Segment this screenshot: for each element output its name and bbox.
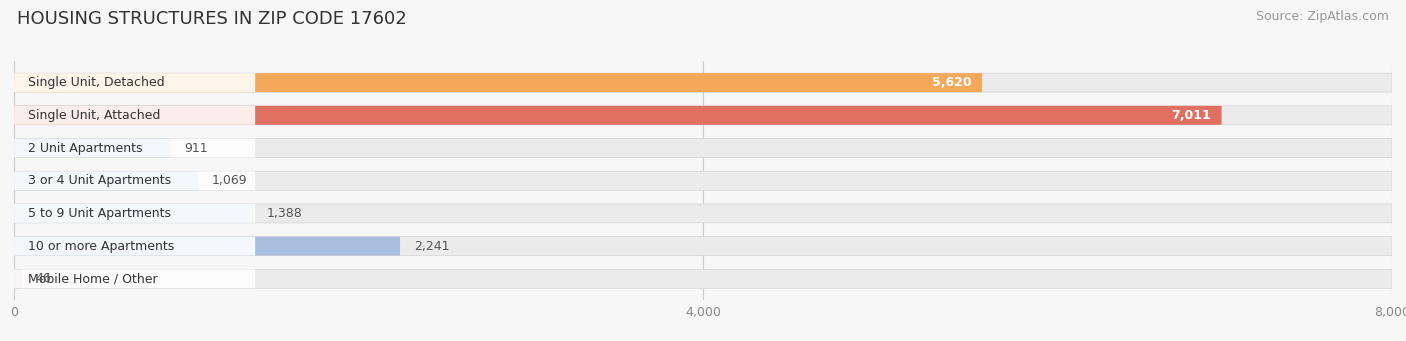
FancyBboxPatch shape [14, 138, 256, 158]
Text: 5,620: 5,620 [932, 76, 972, 89]
FancyBboxPatch shape [14, 106, 1222, 125]
FancyBboxPatch shape [14, 106, 256, 125]
FancyBboxPatch shape [14, 237, 401, 256]
Text: Source: ZipAtlas.com: Source: ZipAtlas.com [1256, 10, 1389, 23]
Text: 1,069: 1,069 [212, 174, 247, 187]
FancyBboxPatch shape [14, 73, 1392, 92]
Text: 10 or more Apartments: 10 or more Apartments [28, 240, 174, 253]
FancyBboxPatch shape [14, 269, 256, 288]
FancyBboxPatch shape [14, 269, 1392, 288]
Text: Single Unit, Attached: Single Unit, Attached [28, 109, 160, 122]
Text: 911: 911 [184, 142, 208, 154]
Text: 5 to 9 Unit Apartments: 5 to 9 Unit Apartments [28, 207, 172, 220]
Text: 46: 46 [35, 272, 52, 285]
FancyBboxPatch shape [14, 73, 256, 92]
Text: 2,241: 2,241 [413, 240, 450, 253]
FancyBboxPatch shape [14, 237, 1392, 256]
FancyBboxPatch shape [14, 73, 981, 92]
Text: 1,388: 1,388 [267, 207, 302, 220]
FancyBboxPatch shape [14, 237, 256, 256]
Text: 7,011: 7,011 [1171, 109, 1211, 122]
FancyBboxPatch shape [14, 204, 253, 223]
FancyBboxPatch shape [14, 171, 256, 190]
Text: HOUSING STRUCTURES IN ZIP CODE 17602: HOUSING STRUCTURES IN ZIP CODE 17602 [17, 10, 406, 28]
FancyBboxPatch shape [14, 106, 1392, 125]
FancyBboxPatch shape [14, 171, 1392, 190]
FancyBboxPatch shape [14, 138, 172, 158]
Text: 2 Unit Apartments: 2 Unit Apartments [28, 142, 142, 154]
Text: 3 or 4 Unit Apartments: 3 or 4 Unit Apartments [28, 174, 172, 187]
Text: Single Unit, Detached: Single Unit, Detached [28, 76, 165, 89]
Text: Mobile Home / Other: Mobile Home / Other [28, 272, 157, 285]
FancyBboxPatch shape [14, 269, 22, 288]
FancyBboxPatch shape [14, 138, 1392, 158]
FancyBboxPatch shape [14, 204, 256, 223]
FancyBboxPatch shape [14, 171, 198, 190]
FancyBboxPatch shape [14, 204, 1392, 223]
